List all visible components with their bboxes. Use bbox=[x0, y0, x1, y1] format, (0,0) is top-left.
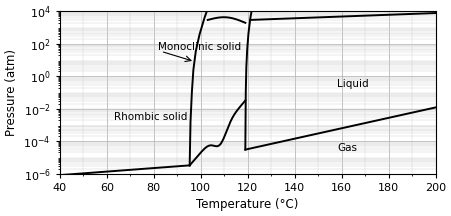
X-axis label: Temperature (°C): Temperature (°C) bbox=[197, 198, 299, 211]
Text: Gas: Gas bbox=[337, 143, 357, 152]
Y-axis label: Pressure (atm): Pressure (atm) bbox=[5, 49, 18, 136]
Text: Liquid: Liquid bbox=[337, 79, 368, 89]
Text: Rhombic solid: Rhombic solid bbox=[114, 112, 187, 122]
Text: Monoclinic solid: Monoclinic solid bbox=[158, 43, 242, 52]
